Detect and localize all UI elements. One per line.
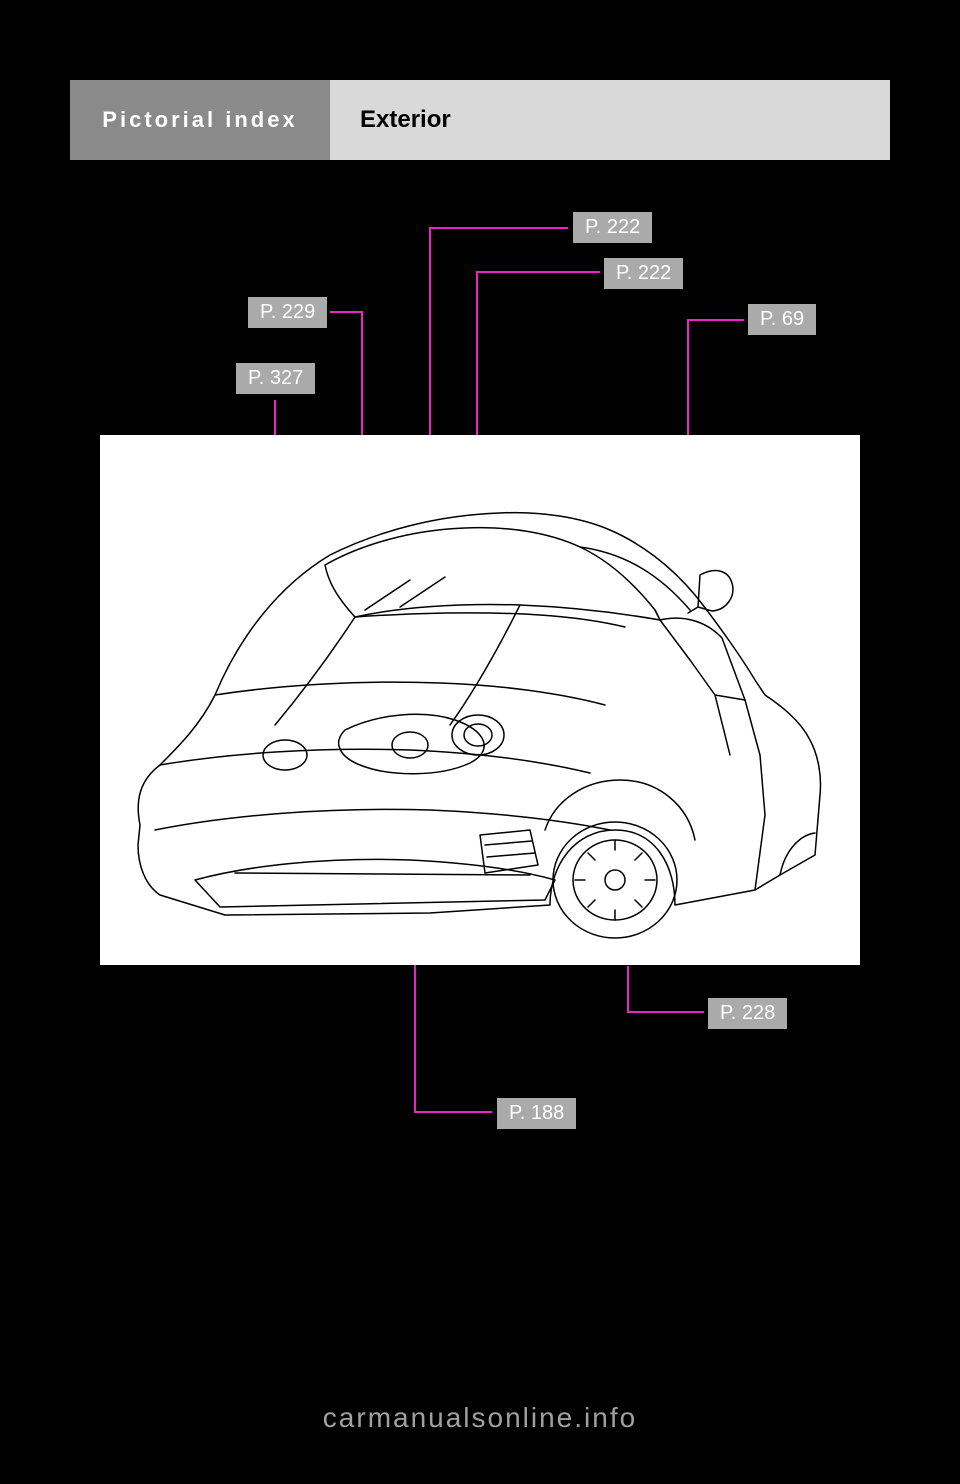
ref-parking-lights: P. 222 xyxy=(604,258,683,289)
ref-mirrors: P. 69 xyxy=(748,304,816,335)
car-illustration xyxy=(100,435,860,965)
exterior-diagram xyxy=(100,435,860,965)
ref-turn-signal: P. 188 xyxy=(497,1098,576,1129)
header-page-title: Exterior xyxy=(330,80,890,160)
page-header: Pictorial index Exterior xyxy=(70,80,890,160)
header-section-title: Pictorial index xyxy=(70,80,330,160)
ref-hood: P. 327 xyxy=(236,363,315,394)
ref-headlights: P. 222 xyxy=(573,212,652,243)
ref-fog-lights: P. 228 xyxy=(708,998,787,1029)
footer-watermark: carmanualsonline.info xyxy=(0,1402,960,1434)
ref-wipers: P. 229 xyxy=(248,297,327,328)
